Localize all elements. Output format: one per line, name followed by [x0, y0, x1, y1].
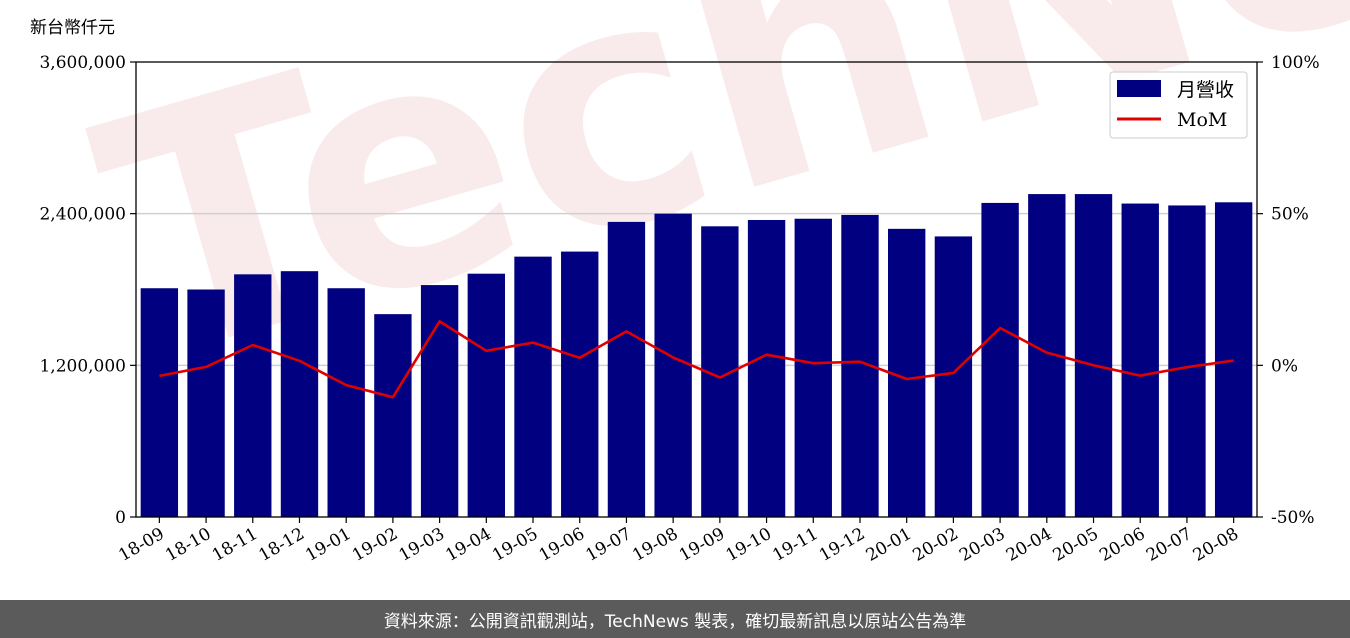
bar-20-06 — [1121, 203, 1159, 518]
bar-19-05 — [514, 256, 552, 517]
y-right-tick-label: 50% — [1271, 205, 1309, 225]
bar-18-12 — [280, 271, 319, 517]
x-tick-label: 19-07 — [582, 524, 634, 566]
bar-20-01 — [888, 228, 926, 518]
x-tick-label: 20-05 — [1050, 524, 1102, 566]
legend: 月營收 MoM — [1109, 71, 1248, 139]
mom-line — [159, 320, 1234, 399]
x-tick-label: 18-12 — [256, 524, 308, 566]
bar-18-09 — [140, 288, 179, 517]
x-tick-label: 19-05 — [489, 524, 541, 566]
x-tick-label: 18-09 — [115, 524, 167, 566]
x-tick-label: 19-04 — [442, 524, 494, 566]
x-tick-label: 20-07 — [1143, 524, 1195, 566]
bar-20-03 — [981, 202, 1019, 517]
x-tick-label: 20-01 — [863, 524, 915, 566]
footer-text: 資料來源：公開資訊觀測站，TechNews 製表，確切最新訊息以原站公告為準 — [383, 611, 967, 632]
y-axis-right: -50% 0% 50% 100% — [1257, 53, 1320, 528]
y-axis-unit-label: 新台幣仟元 — [30, 18, 115, 38]
bar-19-01 — [327, 288, 365, 517]
legend-label-revenue: 月營收 — [1177, 79, 1234, 101]
y-right-tick-label: 0% — [1271, 356, 1298, 376]
bar-20-05 — [1074, 194, 1113, 517]
bar-20-02 — [934, 236, 973, 517]
x-tick-label: 19-08 — [629, 524, 681, 566]
gridlines — [136, 212, 1257, 367]
x-tick-label: 19-02 — [349, 524, 401, 566]
x-tick-label: 19-10 — [723, 524, 775, 566]
x-tick-label: 19-01 — [302, 524, 354, 566]
legend-swatch-revenue — [1117, 80, 1161, 97]
x-tick-label: 18-10 — [162, 524, 214, 566]
x-tick-label: 18-11 — [209, 524, 261, 566]
y-right-tick-label: -50% — [1271, 508, 1315, 528]
x-axis: 18-0918-1018-1118-1219-0119-0219-0319-04… — [115, 517, 1242, 566]
legend-label-mom: MoM — [1177, 109, 1227, 131]
bar-19-07 — [607, 221, 646, 517]
y-left-tick-label: 1,200,000 — [39, 356, 126, 376]
x-tick-label: 19-06 — [536, 524, 588, 566]
bar-19-06 — [561, 251, 599, 518]
mom-line-series — [159, 320, 1234, 399]
x-tick-label: 20-03 — [956, 524, 1008, 566]
x-tick-label: 20-04 — [1003, 524, 1055, 566]
bar-19-02 — [374, 314, 412, 517]
bar-19-10 — [747, 219, 786, 517]
plot-frame — [135, 61, 1258, 518]
bar-18-10 — [187, 289, 225, 517]
x-tick-label: 19-12 — [816, 524, 868, 566]
bar-20-07 — [1168, 205, 1206, 517]
x-tick-label: 19-03 — [396, 524, 448, 566]
bar-series — [140, 194, 1253, 518]
bar-19-04 — [467, 273, 505, 517]
y-left-tick-label: 0 — [115, 508, 126, 528]
bar-19-03 — [420, 285, 459, 517]
bar-20-08 — [1214, 202, 1253, 517]
x-tick-label: 20-02 — [909, 524, 961, 566]
x-tick-label: 19-11 — [769, 524, 821, 566]
x-tick-label: 20-08 — [1190, 524, 1242, 566]
x-tick-label: 19-09 — [676, 524, 728, 566]
bar-18-11 — [234, 274, 272, 517]
y-right-tick-label: 100% — [1271, 53, 1320, 73]
footer-source-note: 資料來源：公開資訊觀測站，TechNews 製表，確切最新訊息以原站公告為準 — [0, 600, 1350, 638]
bar-19-08 — [654, 213, 692, 517]
bar-19-11 — [794, 218, 832, 517]
chart: TechNews 新台幣仟元 01,200,0002,400,0003,600,… — [30, 0, 1350, 566]
y-axis-left: 0 1,200,000 2,400,000 3,600,000 — [39, 53, 136, 528]
y-left-tick-label: 2,400,000 — [39, 205, 126, 225]
x-tick-label: 20-06 — [1096, 524, 1148, 566]
y-left-tick-label: 3,600,000 — [39, 53, 126, 73]
